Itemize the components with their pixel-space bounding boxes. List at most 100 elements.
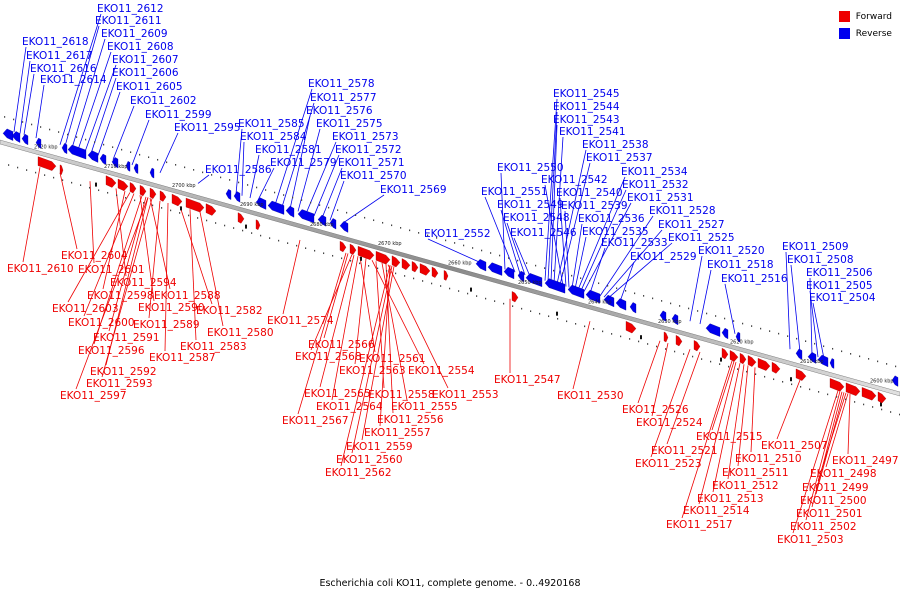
forward-gene-arrow[interactable] xyxy=(729,350,739,362)
forward-gene-label[interactable]: EKO11_2610 xyxy=(7,263,74,275)
forward-gene-arrow[interactable] xyxy=(37,156,57,171)
forward-gene-label[interactable]: EKO11_2511 xyxy=(722,467,789,479)
reverse-gene-label[interactable]: EKO11_2541 xyxy=(559,126,626,138)
reverse-gene-label[interactable]: EKO11_2570 xyxy=(340,170,407,182)
reverse-gene-label[interactable]: EKO11_2542 xyxy=(541,174,608,186)
forward-gene-label[interactable]: EKO11_2524 xyxy=(636,417,703,429)
reverse-gene-label[interactable]: EKO11_2576 xyxy=(306,105,373,117)
reverse-gene-arrow[interactable] xyxy=(705,323,721,337)
forward-gene-arrow[interactable] xyxy=(139,184,147,197)
forward-gene-label[interactable]: EKO11_2597 xyxy=(60,390,127,402)
forward-gene-arrow[interactable] xyxy=(391,255,401,268)
reverse-gene-label[interactable]: EKO11_2605 xyxy=(116,81,183,93)
forward-gene-label[interactable]: EKO11_2564 xyxy=(316,401,383,413)
reverse-gene-label[interactable]: EKO11_2540 xyxy=(556,187,623,199)
reverse-gene-label[interactable]: EKO11_2579 xyxy=(270,157,337,169)
forward-gene-label[interactable]: EKO11_2589 xyxy=(133,319,200,331)
reverse-gene-label[interactable]: EKO11_2586 xyxy=(205,164,272,176)
reverse-gene-label[interactable]: EKO11_2506 xyxy=(806,267,873,279)
forward-gene-label[interactable]: EKO11_2565 xyxy=(304,388,371,400)
forward-gene-label[interactable]: EKO11_2507 xyxy=(761,440,828,452)
reverse-gene-label[interactable]: EKO11_2575 xyxy=(316,118,383,130)
reverse-gene-label[interactable]: EKO11_2520 xyxy=(698,245,765,257)
forward-gene-label[interactable]: EKO11_2580 xyxy=(207,327,274,339)
forward-gene-label[interactable]: EKO11_2559 xyxy=(346,441,413,453)
reverse-gene-arrow[interactable] xyxy=(567,284,585,299)
forward-gene-label[interactable]: EKO11_2555 xyxy=(391,401,458,413)
forward-gene-label[interactable]: EKO11_2574 xyxy=(267,315,334,327)
reverse-gene-label[interactable]: EKO11_2614 xyxy=(40,74,107,86)
reverse-gene-arrow[interactable] xyxy=(503,266,515,280)
forward-gene-arrow[interactable] xyxy=(149,187,157,199)
forward-gene-label[interactable]: EKO11_2601 xyxy=(78,264,145,276)
reverse-gene-arrow[interactable] xyxy=(285,205,295,218)
forward-gene-arrow[interactable] xyxy=(845,382,861,396)
reverse-gene-arrow[interactable] xyxy=(35,137,42,149)
forward-gene-label[interactable]: EKO11_2582 xyxy=(196,305,263,317)
forward-gene-arrow[interactable] xyxy=(129,182,137,194)
forward-gene-label[interactable]: EKO11_2530 xyxy=(557,390,624,402)
forward-gene-arrow[interactable] xyxy=(255,219,261,231)
reverse-gene-label[interactable]: EKO11_2550 xyxy=(497,162,564,174)
reverse-gene-arrow[interactable] xyxy=(225,189,232,200)
forward-gene-arrow[interactable] xyxy=(747,355,757,367)
forward-gene-label[interactable]: EKO11_2563 xyxy=(339,365,406,377)
forward-gene-label[interactable]: EKO11_2561 xyxy=(359,353,426,365)
forward-gene-arrow[interactable] xyxy=(357,246,375,260)
reverse-gene-label[interactable]: EKO11_2602 xyxy=(130,95,197,107)
reverse-gene-label[interactable]: EKO11_2534 xyxy=(621,166,688,178)
reverse-gene-label[interactable]: EKO11_2532 xyxy=(622,179,689,191)
forward-gene-label[interactable]: EKO11_2594 xyxy=(110,277,177,289)
forward-gene-arrow[interactable] xyxy=(861,387,877,401)
reverse-gene-label[interactable]: EKO11_2508 xyxy=(787,254,854,266)
forward-gene-arrow[interactable] xyxy=(693,340,701,352)
reverse-gene-label[interactable]: EKO11_2608 xyxy=(107,41,174,53)
forward-gene-arrow[interactable] xyxy=(663,331,669,343)
reverse-gene-label[interactable]: EKO11_2531 xyxy=(627,192,694,204)
forward-gene-arrow[interactable] xyxy=(171,193,183,207)
forward-gene-label[interactable]: EKO11_2501 xyxy=(796,508,863,520)
reverse-gene-label[interactable]: EKO11_2595 xyxy=(174,122,241,134)
reverse-gene-label[interactable]: EKO11_2599 xyxy=(145,109,212,121)
forward-gene-arrow[interactable] xyxy=(771,361,781,374)
reverse-gene-label[interactable]: EKO11_2525 xyxy=(668,232,735,244)
reverse-gene-label[interactable]: EKO11_2612 xyxy=(97,3,164,15)
forward-gene-label[interactable]: EKO11_2560 xyxy=(336,454,403,466)
forward-gene-arrow[interactable] xyxy=(625,321,637,334)
reverse-gene-label[interactable]: EKO11_2537 xyxy=(586,152,653,164)
reverse-gene-arrow[interactable] xyxy=(795,348,803,360)
reverse-gene-arrow[interactable] xyxy=(603,294,615,308)
reverse-gene-label[interactable]: EKO11_2584 xyxy=(240,131,307,143)
forward-gene-label[interactable]: EKO11_2500 xyxy=(800,495,867,507)
forward-gene-label[interactable]: EKO11_2499 xyxy=(802,482,869,494)
reverse-gene-label[interactable]: EKO11_2618 xyxy=(22,36,89,48)
forward-gene-arrow[interactable] xyxy=(185,197,205,213)
reverse-gene-arrow[interactable] xyxy=(317,214,327,227)
forward-gene-label[interactable]: EKO11_2554 xyxy=(408,365,475,377)
reverse-gene-label[interactable]: EKO11_2551 xyxy=(481,186,548,198)
reverse-gene-label[interactable]: EKO11_2552 xyxy=(424,228,491,240)
forward-gene-label[interactable]: EKO11_2562 xyxy=(325,467,392,479)
reverse-gene-label[interactable]: EKO11_2527 xyxy=(658,219,725,231)
reverse-gene-label[interactable]: EKO11_2545 xyxy=(553,88,620,100)
forward-gene-label[interactable]: EKO11_2583 xyxy=(180,341,247,353)
forward-gene-label[interactable]: EKO11_2598 xyxy=(87,290,154,302)
forward-gene-arrow[interactable] xyxy=(739,352,747,365)
reverse-gene-arrow[interactable] xyxy=(517,270,525,282)
reverse-gene-label[interactable]: EKO11_2528 xyxy=(649,205,716,217)
forward-gene-arrow[interactable] xyxy=(829,378,845,392)
reverse-gene-label[interactable]: EKO11_2585 xyxy=(238,118,305,130)
forward-gene-label[interactable]: EKO11_2514 xyxy=(683,505,750,517)
reverse-gene-label[interactable]: EKO11_2539 xyxy=(561,200,628,212)
reverse-gene-label[interactable]: EKO11_2543 xyxy=(553,114,620,126)
forward-gene-label[interactable]: EKO11_2517 xyxy=(666,519,733,531)
reverse-gene-arrow[interactable] xyxy=(133,163,139,174)
forward-gene-arrow[interactable] xyxy=(419,263,431,276)
reverse-gene-arrow[interactable] xyxy=(629,302,637,314)
reverse-gene-label[interactable]: EKO11_2509 xyxy=(782,241,849,253)
reverse-gene-arrow[interactable] xyxy=(67,144,87,160)
forward-gene-label[interactable]: EKO11_2568 xyxy=(295,351,362,363)
forward-gene-arrow[interactable] xyxy=(431,266,439,278)
forward-gene-label[interactable]: EKO11_2547 xyxy=(494,374,561,386)
reverse-gene-label[interactable]: EKO11_2549 xyxy=(497,199,564,211)
